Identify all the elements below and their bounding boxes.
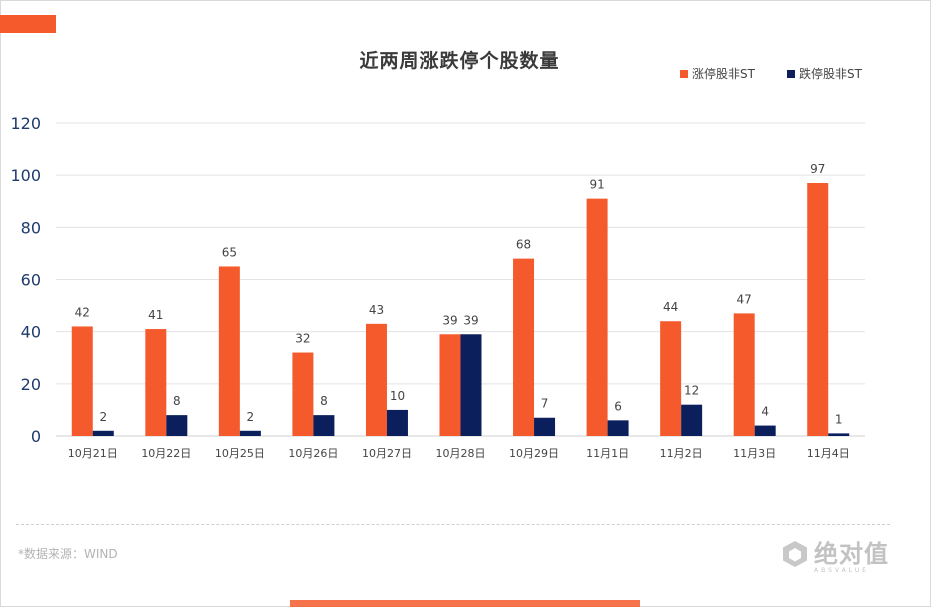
bar-down (166, 415, 188, 436)
data-label: 8 (173, 394, 181, 408)
data-label: 97 (810, 162, 825, 176)
bottom-accent-bar (290, 600, 640, 607)
data-label: 44 (663, 300, 678, 314)
bar-down (828, 433, 850, 436)
brand-logo: 绝对值 ABSVALUE (782, 540, 889, 574)
logo-subtext: ABSVALUE (814, 567, 869, 574)
bar-up (218, 266, 240, 436)
x-tick-label: 10月28日 (436, 447, 486, 460)
bar-up (733, 313, 755, 436)
data-label: 65 (222, 245, 237, 259)
data-label: 4 (761, 405, 769, 419)
legend-label-down: 跌停股非ST (798, 67, 862, 81)
bar-down (534, 417, 556, 436)
data-label: 12 (684, 384, 699, 398)
chart-title: 近两周涨跌停个股数量 (0, 46, 931, 73)
data-label: 1 (835, 412, 843, 426)
data-label: 43 (369, 303, 384, 317)
bar-down (681, 404, 703, 436)
legend-swatch-up (680, 69, 688, 78)
legend-item-down: 跌停股非ST (786, 65, 862, 82)
bar-chart: 02040608010012042210月21日41810月22日65210月2… (10, 114, 865, 460)
data-label: 2 (247, 410, 255, 424)
data-label: 8 (320, 394, 328, 408)
y-tick-label: 100 (10, 166, 41, 185)
bar-up (439, 334, 461, 436)
x-tick-label: 10月26日 (288, 447, 338, 460)
legend-item-up: 涨停股非ST (680, 65, 755, 82)
bar-up (292, 352, 314, 436)
y-tick-label: 0 (31, 427, 41, 446)
bar-up (365, 323, 387, 436)
x-tick-label: 10月25日 (215, 447, 265, 460)
x-tick-label: 11月3日 (733, 447, 776, 460)
bar-down (754, 425, 776, 436)
data-label: 41 (148, 308, 163, 322)
data-label: 6 (614, 399, 622, 413)
footer-divider (16, 524, 890, 525)
legend-swatch-down (786, 69, 795, 78)
legend-label-up: 涨停股非ST (692, 67, 755, 81)
y-tick-label: 80 (21, 218, 41, 237)
bar-up (807, 182, 829, 436)
bar-up (586, 198, 608, 436)
x-tick-label: 10月22日 (141, 447, 191, 460)
bar-up (513, 258, 535, 436)
logo-hexagon-icon (783, 541, 807, 567)
logo-text: 绝对值 (814, 540, 889, 568)
bar-down (460, 334, 482, 436)
data-label: 7 (541, 397, 549, 411)
data-label: 10 (390, 389, 405, 403)
data-label: 39 (442, 313, 457, 327)
y-tick-label: 20 (21, 375, 41, 394)
data-label: 47 (737, 292, 752, 306)
x-tick-label: 10月27日 (362, 447, 412, 460)
bar-up (145, 329, 167, 436)
y-tick-label: 40 (21, 323, 41, 342)
bar-down (313, 415, 335, 436)
data-label: 68 (516, 238, 531, 252)
data-source: *数据来源：WIND (18, 547, 118, 561)
x-tick-label: 11月4日 (807, 447, 850, 460)
data-label: 32 (295, 332, 310, 346)
data-label: 2 (99, 410, 107, 424)
y-tick-label: 120 (10, 114, 41, 133)
bar-up (660, 321, 682, 436)
x-tick-label: 10月29日 (509, 447, 559, 460)
y-tick-label: 60 (21, 271, 41, 290)
data-label: 39 (463, 313, 478, 327)
accent-bar (0, 15, 56, 33)
x-tick-label: 10月21日 (68, 447, 118, 460)
data-label: 42 (75, 305, 90, 319)
x-tick-label: 11月1日 (586, 447, 629, 460)
bar-down (239, 430, 261, 436)
data-label: 91 (589, 178, 604, 192)
bar-down (386, 409, 408, 436)
bar-down (607, 420, 629, 436)
bar-down (92, 430, 114, 436)
legend: 涨停股非ST 跌停股非ST (680, 65, 862, 82)
bar-up (71, 326, 93, 436)
chart-title-text: 近两周涨跌停个股数量 (359, 50, 560, 72)
x-tick-label: 11月2日 (660, 447, 703, 460)
